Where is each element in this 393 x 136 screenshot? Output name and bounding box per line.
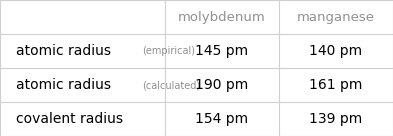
Text: 139 pm: 139 pm <box>309 112 363 126</box>
Text: 190 pm: 190 pm <box>195 78 249 92</box>
Text: atomic radius: atomic radius <box>16 78 111 92</box>
Text: (calculated): (calculated) <box>142 80 200 90</box>
Text: atomic radius: atomic radius <box>16 44 111 58</box>
Text: (empirical): (empirical) <box>142 46 195 56</box>
Text: 140 pm: 140 pm <box>309 44 363 58</box>
Text: covalent radius: covalent radius <box>16 112 123 126</box>
Text: molybdenum: molybdenum <box>178 10 266 24</box>
Text: 145 pm: 145 pm <box>195 44 249 58</box>
Text: manganese: manganese <box>297 10 375 24</box>
Text: 161 pm: 161 pm <box>309 78 363 92</box>
Text: 154 pm: 154 pm <box>195 112 249 126</box>
